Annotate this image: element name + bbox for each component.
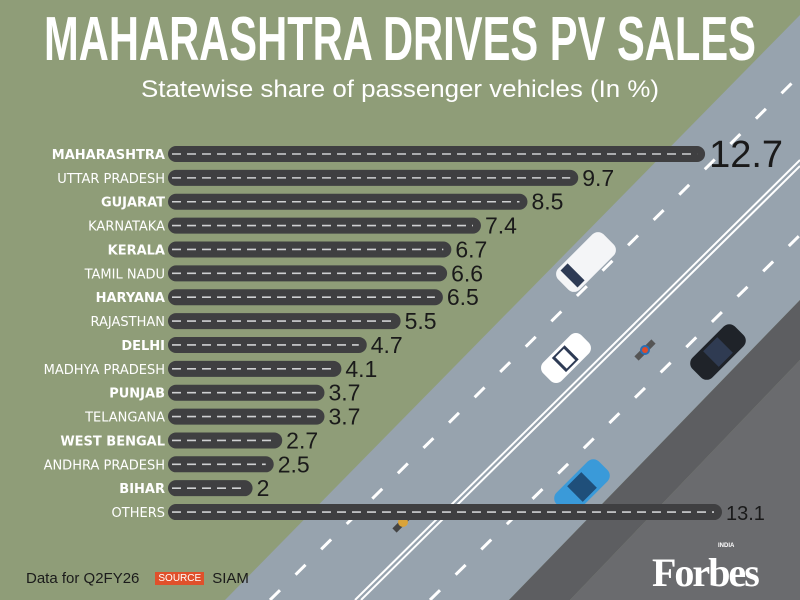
bar [168,146,706,162]
value-label: 2.5 [278,451,310,477]
value-label: 6.6 [451,260,483,286]
category-label: UTTAR PRADESH [57,172,165,187]
white-van-icon [556,232,616,292]
category-label: ANDHRA PRADESH [44,458,165,473]
value-label: 7.4 [485,213,517,239]
footer: Data for Q2FY26 SOURCE SIAM [26,570,249,587]
value-label: 6.7 [455,236,487,262]
data-period-note: Data for Q2FY26 [26,570,140,587]
bar-series: MAHARASHTRA 12.7 UTTAR PRADESH 9.7 GUJARAT 8.… [44,134,783,525]
value-label: 2 [257,475,270,501]
category-label: MADHYA PRADESH [44,363,165,378]
vehicles [392,232,746,533]
value-label: 4.7 [371,332,403,358]
value-label: 6.5 [447,284,479,310]
source-badge: SOURCE [155,572,205,585]
white-car-icon [541,333,591,383]
black-car-icon [690,324,746,380]
chart-subtitle: Statewise share of passenger vehicles (I… [141,76,659,103]
category-label: TELANGANA [84,411,165,426]
category-label: KERALA [108,243,165,258]
category-label: GUJARAT [101,196,165,211]
category-label: OTHERS [112,506,165,521]
value-label: 4.1 [345,356,377,382]
value-label: 3.7 [328,404,360,430]
chart-title: MAHARASHTRA DRIVES PV SALES [44,5,756,74]
bar [168,289,443,306]
value-label: 3.7 [328,380,360,406]
value-label: 12.7 [709,134,783,176]
bar [168,408,325,425]
forbes-edition: INDIA [718,543,735,549]
category-label: WEST BENGAL [60,434,165,449]
category-label: RAJASTHAN [91,315,165,330]
value-label: 2.7 [286,427,318,453]
blue-car-icon [554,459,610,515]
category-label: BIHAR [119,482,165,497]
value-label: 5.5 [405,308,437,334]
value-label: 13.1 [726,503,765,525]
category-label: PUNJAB [109,387,165,402]
category-label: HARYANA [96,291,165,306]
category-label: KARNATAKA [88,220,165,235]
bar [168,384,325,401]
value-label: 8.5 [531,189,563,215]
bar [168,193,528,210]
source-name: SIAM [212,570,249,587]
category-label: MAHARASHTRA [52,148,165,163]
forbes-logo: Forbes [652,550,760,595]
motorcycle-icon [634,339,656,361]
value-label: 9.7 [582,165,614,191]
category-label: TAMIL NADU [84,267,165,282]
category-label: DELHI [121,339,165,354]
